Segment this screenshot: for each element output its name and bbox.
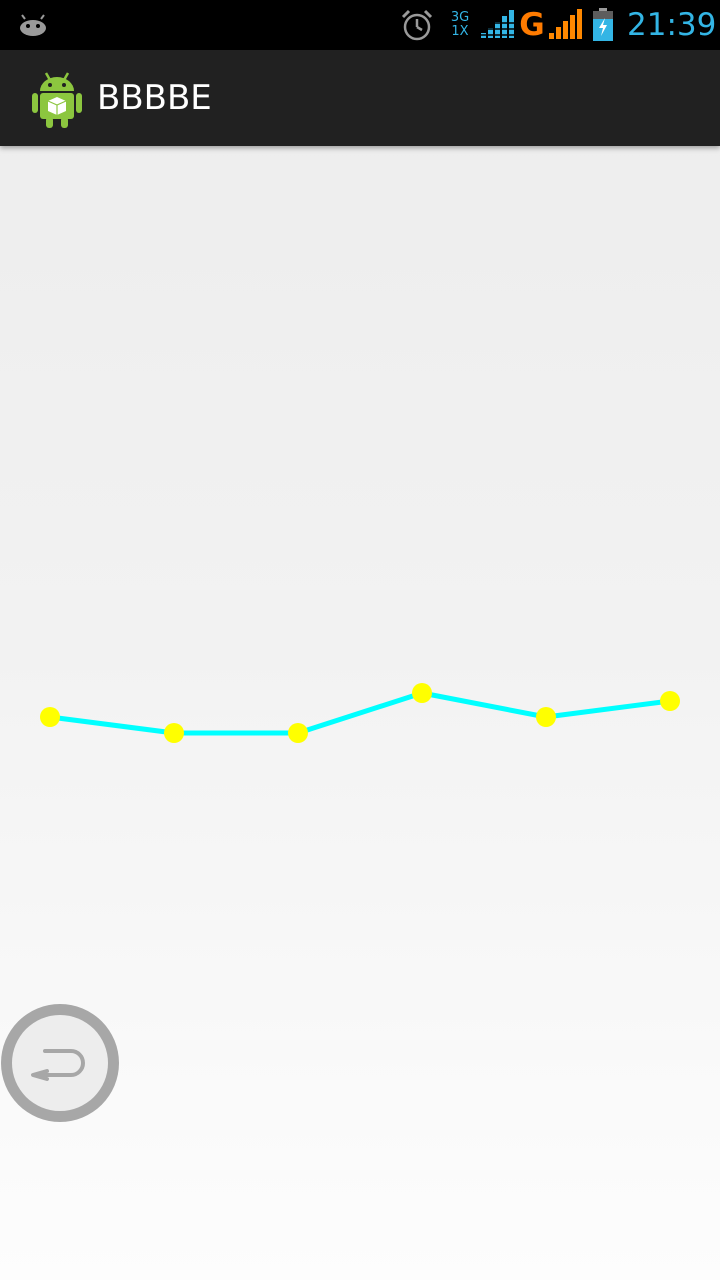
- network-type-top: 3G: [450, 10, 470, 25]
- status-clock: 21:39: [627, 7, 717, 43]
- network-type-indicator: 3G 1X: [448, 0, 472, 50]
- chart-data-point: [412, 683, 432, 703]
- status-bar: 3G 1X G: [0, 0, 720, 50]
- alarm-icon: [400, 0, 438, 50]
- chart-data-point: [288, 723, 308, 743]
- chart-line-segment: [295, 690, 425, 736]
- network-type-bottom: 1X: [451, 24, 469, 39]
- battery-charging-icon: [592, 0, 618, 50]
- chart-data-point: [536, 707, 556, 727]
- chart-line-segment: [47, 714, 177, 736]
- back-button-face: [12, 1015, 108, 1111]
- data-indicator: G: [519, 7, 545, 43]
- signal-strength-icon: [480, 0, 516, 50]
- back-arrow-icon: [31, 1049, 85, 1081]
- signal-strength-icon: [548, 0, 584, 50]
- chart-data-point: [660, 691, 680, 711]
- chart-data-point: [40, 707, 60, 727]
- app-title: BBBBE: [97, 78, 212, 118]
- android-notification-icon: [18, 0, 52, 50]
- chart-line-segment: [419, 690, 549, 720]
- chart-data-point: [164, 723, 184, 743]
- chart-line-segment: [543, 698, 673, 720]
- android-app-icon[interactable]: [30, 69, 84, 129]
- action-bar: BBBBE: [0, 50, 720, 146]
- back-button[interactable]: [1, 1004, 119, 1122]
